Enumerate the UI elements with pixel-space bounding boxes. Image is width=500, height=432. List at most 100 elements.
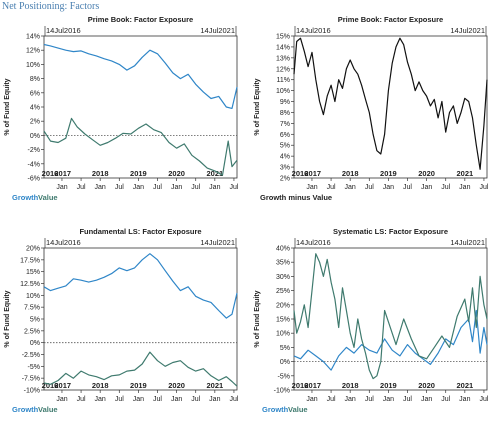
y-tick-label: 2% xyxy=(280,176,290,183)
y-tick-label: 15% xyxy=(26,269,40,276)
y-tick-label: 2.5% xyxy=(24,328,40,335)
y-tick-label: -5% xyxy=(278,373,290,380)
y-tick-label: 25% xyxy=(276,288,290,295)
y-tick-label: 10% xyxy=(26,62,40,69)
x-year-label: 2021 xyxy=(456,169,473,178)
y-tick-label: 30% xyxy=(276,274,290,281)
plot-frame xyxy=(43,35,238,179)
x-month-label: Jul xyxy=(327,184,336,191)
x-year-label: 2020 xyxy=(168,169,185,178)
x-year-label: 2019 xyxy=(380,381,397,390)
x-month-label: Jul xyxy=(403,184,412,191)
series-line-value xyxy=(43,117,238,176)
x-month-label: Jan xyxy=(133,396,144,403)
x-month-label: Jul xyxy=(229,396,238,403)
y-tick-label: 13% xyxy=(276,55,290,62)
y-tick-label: 8% xyxy=(30,76,40,83)
y-tick-label: 0% xyxy=(30,340,40,347)
x-month-label: Jul xyxy=(77,184,86,191)
y-tick-label: 11% xyxy=(277,77,291,84)
y-tick-label: -4% xyxy=(28,161,40,168)
y-tick-label: 3% xyxy=(280,165,290,172)
x-year-label: 2018 xyxy=(92,169,109,178)
x-year-label: 2019 xyxy=(130,169,147,178)
x-month-label: Jul xyxy=(365,396,374,403)
chart-title: Prime Book: Factor Exposure xyxy=(338,15,443,24)
end-date-label: 14Jul2021 xyxy=(200,26,235,35)
x-month-label: Jul xyxy=(403,396,412,403)
x-year-label: 2016 xyxy=(292,381,309,390)
x-month-label: Jul xyxy=(479,396,488,403)
series-line-growth xyxy=(43,43,238,109)
y-tick-label: 7.5% xyxy=(24,305,40,312)
legend-item: Growth xyxy=(12,405,39,414)
y-tick-label: 9% xyxy=(280,99,290,106)
y-tick-label: 6% xyxy=(280,132,290,139)
x-month-label: Jan xyxy=(171,396,182,403)
x-year-label: 2018 xyxy=(92,381,109,390)
y-tick-label: 15% xyxy=(276,34,290,41)
x-month-label: Jan xyxy=(95,396,106,403)
x-year-label: 2016 xyxy=(292,169,309,178)
y-tick-label: -2.5% xyxy=(22,352,40,359)
y-tick-label: -2% xyxy=(28,147,40,154)
end-date-label: 14Jul2021 xyxy=(200,238,235,247)
x-year-label: 2020 xyxy=(418,381,435,390)
x-month-label: Jan xyxy=(383,396,394,403)
y-tick-label: 5% xyxy=(30,317,40,324)
x-month-label: Jan xyxy=(459,184,470,191)
y-tick-label: 20% xyxy=(26,246,40,253)
chart-title: Systematic LS: Factor Exposure xyxy=(333,227,448,236)
x-month-label: Jan xyxy=(345,396,356,403)
x-year-label: 2017 xyxy=(54,381,71,390)
y-tick-label: 14% xyxy=(26,34,40,41)
x-month-label: Jan xyxy=(306,184,317,191)
y-tick-label: 17.5% xyxy=(20,257,40,264)
x-month-label: Jan xyxy=(95,184,106,191)
legend-item: Value xyxy=(38,193,58,202)
series-line-growth-minus-value xyxy=(293,37,488,170)
x-year-label: 2021 xyxy=(206,169,223,178)
x-month-label: Jan xyxy=(345,184,356,191)
y-axis-label: % of Fund Equity xyxy=(254,78,261,135)
y-tick-label: -10% xyxy=(274,388,290,395)
x-year-label: 2021 xyxy=(206,381,223,390)
y-tick-label: 5% xyxy=(280,143,290,150)
y-tick-label: -7.5% xyxy=(22,376,40,383)
series-line-growth xyxy=(293,309,488,371)
y-tick-label: -6% xyxy=(28,176,40,183)
chart-panel-top-right: Prime Book: Factor Exposure 14Jul2016 14Ju… xyxy=(254,15,489,202)
y-tick-label: 7% xyxy=(280,121,290,128)
legend-item: Growth xyxy=(262,405,289,414)
y-tick-label: 0% xyxy=(30,133,40,140)
x-month-label: Jul xyxy=(229,184,238,191)
x-month-label: Jan xyxy=(421,396,432,403)
x-year-label: 2020 xyxy=(418,169,435,178)
y-tick-label: 8% xyxy=(280,110,290,117)
chart-panel-bottom-left: Fundamental LS: Factor Exposure 14Jul2016… xyxy=(4,227,239,414)
series-line-value xyxy=(293,253,488,380)
end-date-label: 14Jul2021 xyxy=(450,238,485,247)
y-tick-label: 4% xyxy=(280,154,290,161)
x-year-label: 2017 xyxy=(54,169,71,178)
x-month-label: Jul xyxy=(115,184,124,191)
y-axis-label: % of Fund Equity xyxy=(4,78,11,135)
plot-frame xyxy=(293,247,488,391)
x-year-label: 2018 xyxy=(342,169,359,178)
chart-title: Fundamental LS: Factor Exposure xyxy=(79,227,201,236)
x-month-label: Jul xyxy=(441,396,450,403)
x-year-label: 2021 xyxy=(456,381,473,390)
y-tick-label: 12% xyxy=(26,48,40,55)
x-month-label: Jan xyxy=(209,396,220,403)
y-tick-label: 10% xyxy=(276,88,290,95)
series-line-value xyxy=(43,351,238,387)
x-month-label: Jul xyxy=(115,396,124,403)
x-year-label: 2016 xyxy=(42,169,59,178)
y-tick-label: 6% xyxy=(30,90,40,97)
y-tick-label: -10% xyxy=(24,388,40,395)
x-year-label: 2017 xyxy=(304,169,321,178)
x-month-label: Jan xyxy=(56,184,67,191)
legend-item: Value xyxy=(288,405,308,414)
x-month-label: Jan xyxy=(56,396,67,403)
